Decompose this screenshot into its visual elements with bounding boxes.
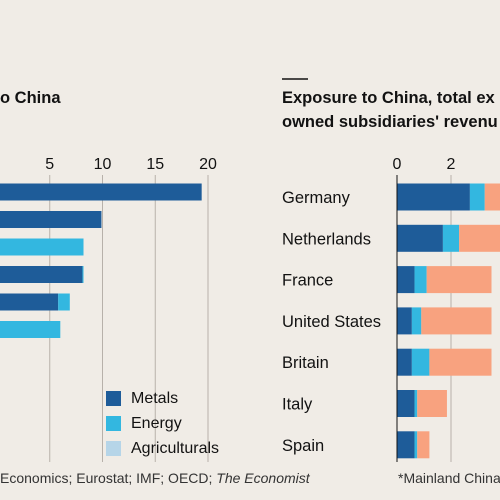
source-publication: The Economist: [216, 470, 310, 486]
right-bar-germany-segment-2: [484, 183, 500, 211]
category-label-france: France: [282, 272, 333, 290]
right-bar-netherlands-segment-0: [397, 224, 443, 252]
legend-label-agriculturals: Agriculturals: [131, 439, 220, 457]
category-label-netherlands: Netherlands: [282, 230, 371, 248]
category-label-germany: Germany: [282, 189, 351, 207]
right-tick-label-2: 2: [447, 156, 456, 173]
right-bar-britain-segment-2: [429, 348, 492, 376]
right-bar-united-states-segment-2: [421, 307, 492, 335]
right-bar-united-states-segment-0: [397, 307, 412, 335]
left-bar-energy-4: [58, 293, 70, 311]
legend-swatch-energy: [106, 416, 121, 431]
right-bar-united-states-segment-1: [411, 307, 422, 335]
right-bar-netherlands-segment-2: [459, 224, 500, 252]
right-bar-spain-segment-0: [397, 431, 415, 459]
right-bar-italy-segment-0: [397, 390, 415, 417]
legend-swatch-metals: [106, 391, 121, 406]
left-bar-energy-3: [82, 266, 84, 283]
source-note: Economics; Eurostat; IMF; OECD; The Econ…: [0, 470, 310, 486]
right-bar-france-segment-2: [426, 266, 492, 294]
right-bar-spain-segment-2: [417, 431, 430, 459]
right-bar-spain-segment-1: [414, 431, 418, 459]
category-label-united-states: United States: [282, 313, 381, 331]
footnote: *Mainland China: [398, 470, 500, 486]
legend-label-energy: Energy: [131, 414, 182, 432]
left-chart-title: o China: [0, 89, 61, 107]
legend-item-agriculturals: Agriculturals: [106, 436, 219, 461]
right-bar-germany-segment-1: [469, 183, 485, 211]
right-bar-britain-segment-1: [411, 348, 430, 376]
right-chart-title-line-1: Exposure to China, total ex: [282, 89, 495, 107]
legend-item-metals: Metals: [106, 386, 219, 411]
right-bar-germany-segment-0: [397, 183, 470, 211]
source-text: Economics; Eurostat; IMF; OECD;: [0, 470, 217, 486]
right-bar-netherlands-segment-1: [442, 224, 460, 252]
left-tick-label-5: 5: [45, 156, 54, 173]
legend-swatch-agriculturals: [106, 441, 121, 456]
right-chart-title-line-2: owned subsidiaries' revenu: [282, 113, 498, 131]
category-label-italy: Italy: [282, 396, 313, 414]
left-bar-metals-0: [0, 183, 202, 201]
right-tick-label-0: 0: [393, 156, 402, 173]
left-bar-metals-3: [0, 266, 83, 283]
right-bar-italy-segment-1: [414, 390, 418, 417]
left-bar-metals-4: [0, 293, 59, 311]
left-bar-energy-2: [0, 238, 84, 256]
right-bar-britain-segment-0: [397, 348, 412, 376]
category-label-spain: Spain: [282, 437, 324, 455]
category-label-britain: Britain: [282, 354, 329, 372]
left-tick-label-10: 10: [94, 156, 112, 173]
right-bar-france-segment-0: [397, 266, 415, 294]
left-legend: Metals Energy Agriculturals: [106, 386, 219, 461]
left-tick-label-20: 20: [199, 156, 217, 173]
right-bar-france-segment-1: [414, 266, 427, 294]
right-bar-italy-segment-2: [417, 390, 447, 417]
legend-label-metals: Metals: [131, 389, 179, 407]
left-bar-energy-5: [0, 321, 61, 338]
left-bar-metals-1: [0, 211, 102, 228]
left-tick-label-15: 15: [146, 156, 164, 173]
legend-item-energy: Energy: [106, 411, 219, 436]
